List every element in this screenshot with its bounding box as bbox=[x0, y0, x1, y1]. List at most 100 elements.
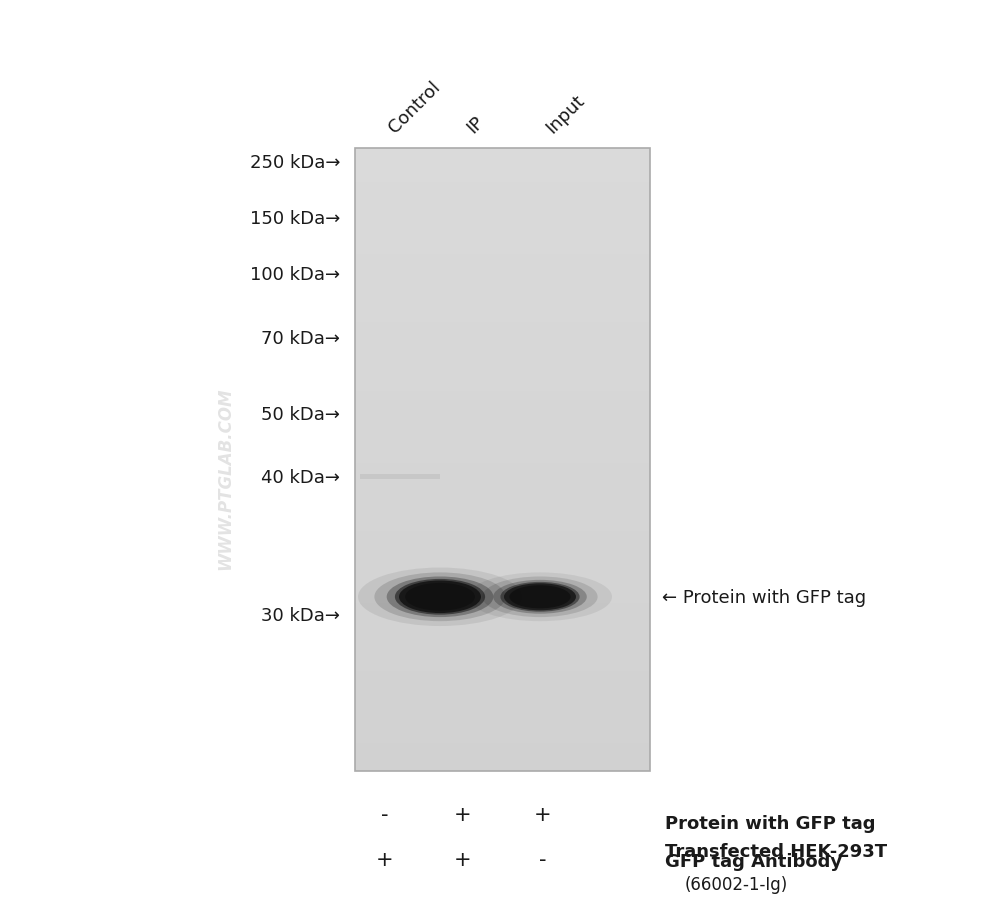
Bar bbox=[355, 183, 650, 186]
Ellipse shape bbox=[358, 568, 522, 626]
Bar bbox=[355, 503, 650, 507]
Bar bbox=[355, 525, 650, 529]
Bar bbox=[355, 273, 650, 276]
Bar bbox=[355, 370, 650, 373]
Bar bbox=[355, 327, 650, 329]
Bar bbox=[355, 254, 650, 258]
Bar bbox=[355, 535, 650, 538]
Bar bbox=[355, 186, 650, 189]
Bar bbox=[355, 507, 650, 510]
Text: 250 kDa→: 250 kDa→ bbox=[250, 153, 340, 171]
Bar bbox=[355, 323, 650, 327]
Bar bbox=[355, 746, 650, 750]
Text: 150 kDa→: 150 kDa→ bbox=[250, 209, 340, 227]
Bar bbox=[355, 317, 650, 320]
Bar bbox=[355, 718, 650, 722]
Bar bbox=[355, 202, 650, 205]
Bar bbox=[355, 413, 650, 417]
Bar bbox=[355, 544, 650, 548]
Bar bbox=[355, 557, 650, 559]
Bar bbox=[355, 469, 650, 473]
Bar bbox=[355, 226, 650, 230]
Bar bbox=[355, 752, 650, 756]
Bar bbox=[355, 345, 650, 348]
Bar bbox=[355, 196, 650, 198]
Bar bbox=[355, 417, 650, 419]
Bar bbox=[355, 451, 650, 454]
Bar bbox=[355, 625, 650, 628]
Text: 30 kDa→: 30 kDa→ bbox=[261, 606, 340, 624]
Bar bbox=[355, 522, 650, 525]
Bar bbox=[355, 174, 650, 177]
Ellipse shape bbox=[395, 579, 485, 615]
Bar bbox=[355, 582, 650, 584]
Bar bbox=[355, 644, 650, 647]
Bar bbox=[355, 205, 650, 208]
Bar bbox=[355, 252, 650, 254]
Bar bbox=[355, 647, 650, 649]
Bar bbox=[355, 769, 650, 771]
Bar bbox=[355, 722, 650, 724]
Bar bbox=[355, 308, 650, 310]
Text: GFP tag Antibody: GFP tag Antibody bbox=[665, 852, 842, 870]
Bar bbox=[355, 447, 650, 451]
Ellipse shape bbox=[399, 581, 481, 613]
Bar bbox=[355, 155, 650, 158]
Bar bbox=[355, 295, 650, 299]
Bar bbox=[355, 541, 650, 544]
Bar bbox=[355, 762, 650, 765]
Bar bbox=[355, 591, 650, 594]
Ellipse shape bbox=[468, 573, 612, 621]
Ellipse shape bbox=[493, 580, 587, 614]
Bar bbox=[355, 473, 650, 475]
Bar bbox=[355, 161, 650, 164]
Bar bbox=[355, 520, 650, 522]
Text: Input: Input bbox=[543, 91, 589, 137]
Bar bbox=[355, 314, 650, 317]
Bar bbox=[355, 690, 650, 694]
Bar bbox=[355, 616, 650, 619]
Bar bbox=[355, 672, 650, 675]
Bar bbox=[355, 485, 650, 488]
Bar bbox=[355, 668, 650, 672]
Bar bbox=[360, 474, 440, 480]
Bar bbox=[355, 336, 650, 338]
Bar bbox=[355, 164, 650, 168]
Bar bbox=[355, 441, 650, 445]
Bar bbox=[355, 305, 650, 308]
Bar bbox=[355, 578, 650, 582]
Bar bbox=[355, 348, 650, 351]
Bar bbox=[355, 301, 650, 304]
Text: -: - bbox=[539, 849, 547, 869]
Bar bbox=[355, 320, 650, 323]
Bar bbox=[355, 198, 650, 202]
Bar bbox=[355, 435, 650, 438]
Bar bbox=[355, 211, 650, 214]
Bar bbox=[355, 152, 650, 155]
Bar bbox=[355, 220, 650, 224]
Bar bbox=[355, 594, 650, 597]
Bar bbox=[355, 606, 650, 610]
Bar bbox=[355, 407, 650, 410]
Bar bbox=[355, 531, 650, 535]
Bar bbox=[355, 566, 650, 569]
Bar bbox=[355, 214, 650, 217]
Bar bbox=[355, 759, 650, 762]
Bar bbox=[355, 230, 650, 233]
Bar bbox=[355, 460, 650, 463]
Bar bbox=[355, 208, 650, 211]
Bar bbox=[355, 395, 650, 398]
Bar bbox=[355, 728, 650, 731]
Bar bbox=[355, 734, 650, 737]
Bar bbox=[355, 445, 650, 447]
Bar bbox=[355, 694, 650, 696]
Bar bbox=[355, 587, 650, 591]
Bar bbox=[355, 516, 650, 520]
Bar bbox=[355, 715, 650, 718]
Bar bbox=[355, 299, 650, 301]
Bar bbox=[355, 649, 650, 653]
Bar bbox=[355, 189, 650, 192]
Text: (66002-1-Ig): (66002-1-Ig) bbox=[685, 875, 788, 893]
Ellipse shape bbox=[500, 583, 580, 612]
Bar bbox=[355, 563, 650, 566]
